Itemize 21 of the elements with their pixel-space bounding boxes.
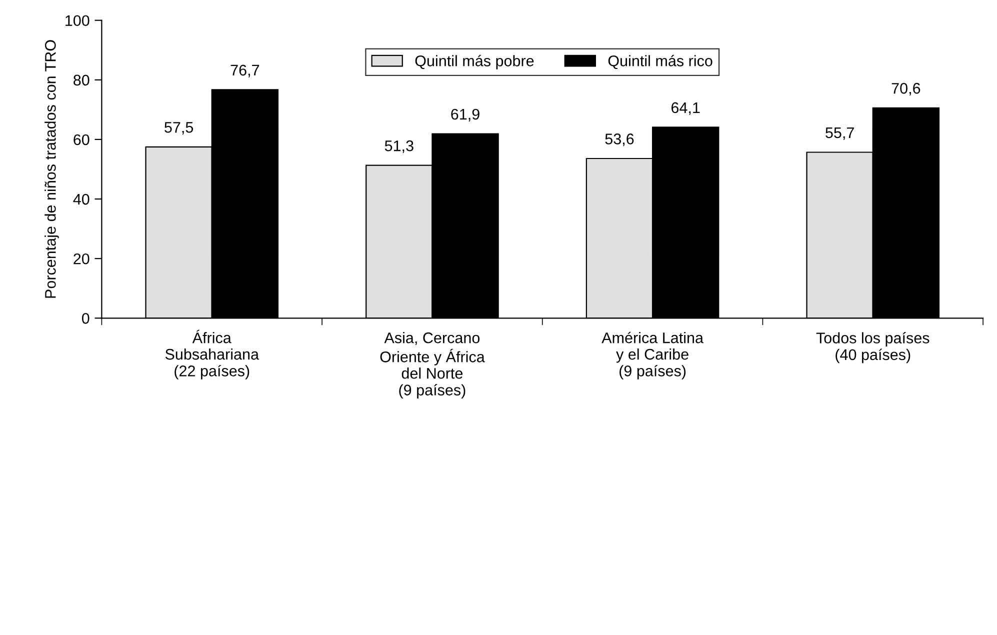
y-tick-label: 0 <box>82 313 90 324</box>
x-tick-label: Todos los países (40 países) <box>816 332 930 364</box>
legend-label: Quintil más rico <box>608 54 712 70</box>
x-tick-label: América Latina y el Caribe (9 países) <box>602 332 704 380</box>
legend-label: Quintil más pobre <box>415 54 534 70</box>
data-label: 61,9 <box>451 108 480 122</box>
data-label: 70,6 <box>892 82 920 96</box>
x-tick-label: África Subsahariana (22 países) <box>165 330 260 380</box>
data-label: 51,3 <box>384 140 414 154</box>
y-tick-label: 60 <box>74 134 90 146</box>
data-label: 57,5 <box>164 122 194 135</box>
y-tick-label: 20 <box>74 253 90 264</box>
y-axis-title: Porcentaje de niños tratados con TRO <box>44 40 59 298</box>
data-label: 53,6 <box>605 134 634 146</box>
x-tick-label: Asia, Cercano Oriente y África del Norte (9 países) <box>380 332 485 398</box>
y-tick-label: 80 <box>74 74 90 86</box>
data-label: 55,7 <box>826 127 854 140</box>
data-label: 64,1 <box>671 102 700 115</box>
y-tick-label: 100 <box>66 15 90 26</box>
y-tick-label: 40 <box>73 194 90 205</box>
data-label: 76,7 <box>230 64 260 78</box>
